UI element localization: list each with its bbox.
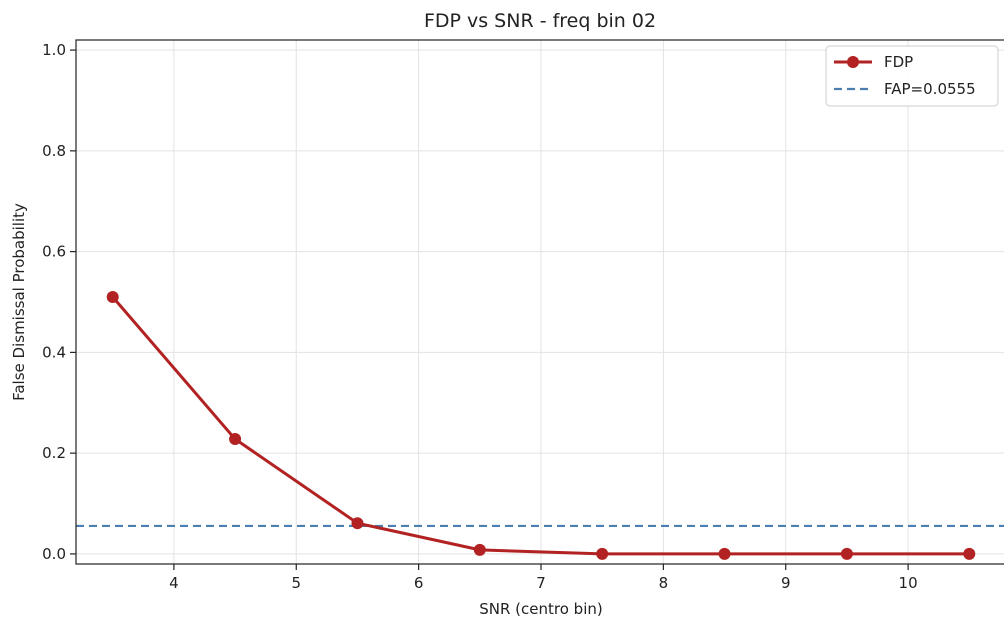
legend-fdp-label: FDP bbox=[884, 53, 913, 71]
y-tick-label: 0.6 bbox=[42, 243, 66, 261]
fdp-data-point bbox=[596, 547, 609, 560]
x-tick-label: 9 bbox=[781, 574, 791, 592]
fdp-data-point bbox=[718, 547, 731, 560]
axis-ticks: 4 5 6 7 8 9 10 0.0 0.2 0.4 0.6 0.8 1.0 bbox=[42, 41, 918, 592]
fdp-data-point bbox=[351, 517, 364, 530]
data-series bbox=[106, 290, 976, 560]
y-axis-label: False Dismissal Probability bbox=[10, 203, 28, 401]
fdp-data-point bbox=[963, 547, 976, 560]
legend: FDP FAP=0.0555 bbox=[825, 45, 999, 107]
x-tick-label: 4 bbox=[169, 574, 179, 592]
x-tick-label: 5 bbox=[291, 574, 301, 592]
chart-title: FDP vs SNR - freq bin 02 bbox=[424, 10, 656, 32]
x-tick-label: 10 bbox=[899, 574, 918, 592]
y-tick-label: 0.0 bbox=[42, 545, 66, 563]
fdp-data-point bbox=[106, 290, 119, 303]
x-tick-label: 8 bbox=[659, 574, 669, 592]
y-tick-label: 0.2 bbox=[42, 444, 66, 462]
legend-fdp-marker bbox=[847, 56, 859, 68]
x-tick-label: 7 bbox=[536, 574, 546, 592]
grid-lines bbox=[76, 40, 1004, 564]
x-tick-label: 6 bbox=[414, 574, 424, 592]
fdp-data-point bbox=[229, 433, 242, 446]
y-tick-label: 0.4 bbox=[42, 343, 66, 361]
fdp-data-point bbox=[840, 547, 853, 560]
x-axis-label: SNR (centro bin) bbox=[479, 600, 602, 618]
y-tick-label: 0.8 bbox=[42, 142, 66, 160]
y-tick-label: 1.0 bbox=[42, 41, 66, 59]
legend-fap-label: FAP=0.0555 bbox=[884, 80, 976, 98]
fdp-series-line bbox=[111, 295, 970, 556]
fdp-data-point bbox=[473, 543, 486, 556]
